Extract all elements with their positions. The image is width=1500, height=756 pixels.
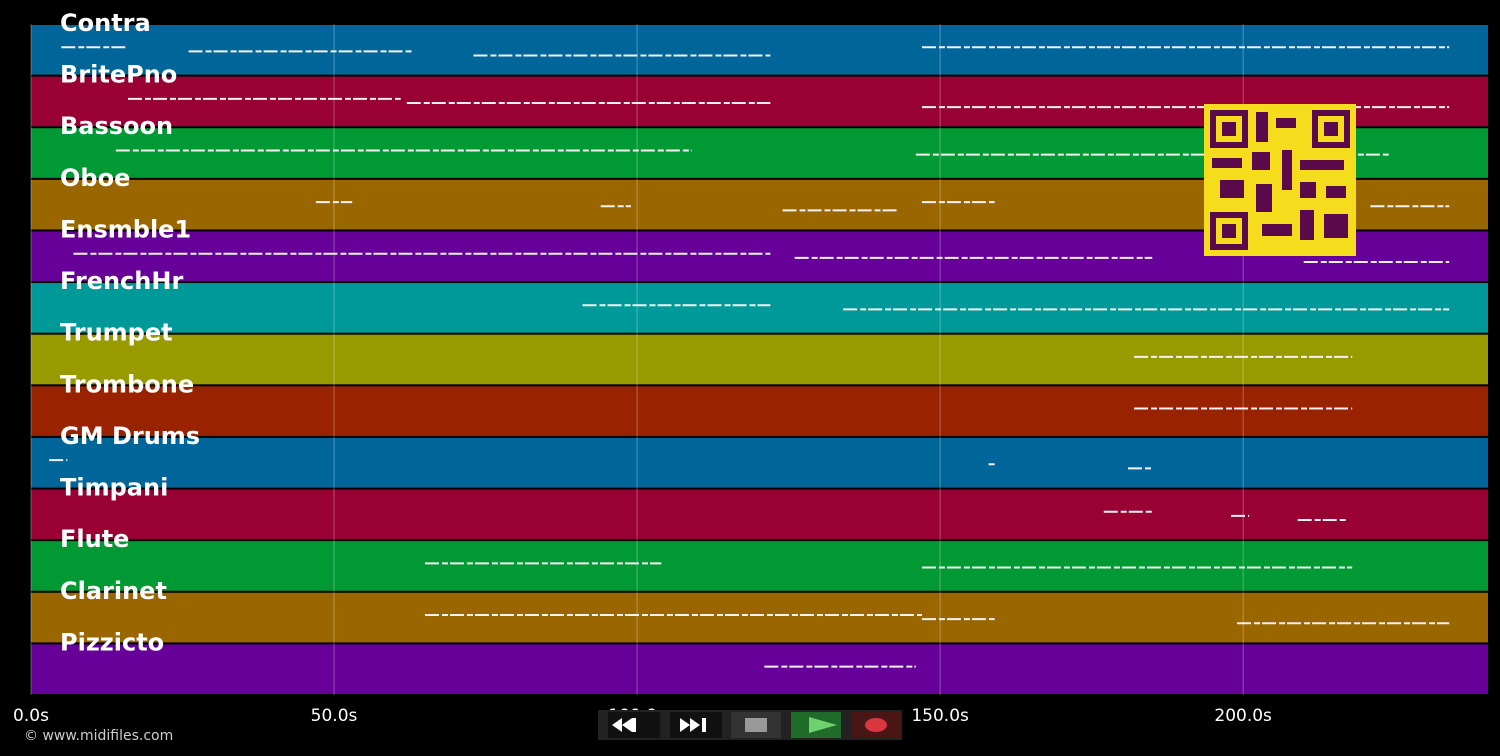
track-band	[31, 25, 1488, 75]
track-name: Trombone	[60, 370, 194, 398]
track-band	[31, 283, 1488, 333]
grid	[30, 24, 1244, 695]
x-tick-label: 200.0s	[1214, 706, 1272, 726]
x-tick-label: 0.0s	[13, 706, 49, 726]
track-name: GM Drums	[60, 422, 200, 450]
transport-controls	[598, 710, 902, 740]
track-band	[31, 592, 1488, 643]
track-name: Clarinet	[60, 577, 167, 605]
track-name: Ensmble1	[60, 215, 191, 243]
track-name: BritePno	[60, 61, 177, 89]
x-tick-label: 50.0s	[311, 706, 358, 726]
track-band	[31, 386, 1488, 436]
track-name: Trumpet	[60, 319, 173, 347]
track-band	[31, 437, 1488, 488]
record-button[interactable]	[851, 712, 901, 738]
stop-button[interactable]	[731, 712, 781, 738]
forward-button[interactable]	[670, 712, 722, 738]
track-band	[31, 644, 1488, 694]
x-tick-label: 150.0s	[911, 706, 969, 726]
track-name: Bassoon	[60, 112, 173, 140]
track-name: Contra	[60, 9, 151, 37]
rewind-button[interactable]	[608, 712, 660, 738]
qr-code	[1204, 104, 1356, 256]
track-labels: Contra BritePno Bassoon Oboe Ensmble1 FrenchH…	[60, 9, 200, 656]
track-name: Oboe	[60, 164, 130, 192]
copyright: © www.midifiles.com	[24, 728, 173, 744]
play-button[interactable]	[791, 712, 841, 738]
track-band	[31, 489, 1488, 540]
track-name: FrenchHr	[60, 267, 183, 295]
track-name: Timpani	[60, 474, 168, 502]
track-name: Flute	[60, 525, 129, 553]
track-name: Pizzicto	[60, 628, 164, 656]
track-band	[31, 541, 1488, 591]
track-band	[31, 334, 1488, 385]
notes	[49, 46, 1450, 668]
